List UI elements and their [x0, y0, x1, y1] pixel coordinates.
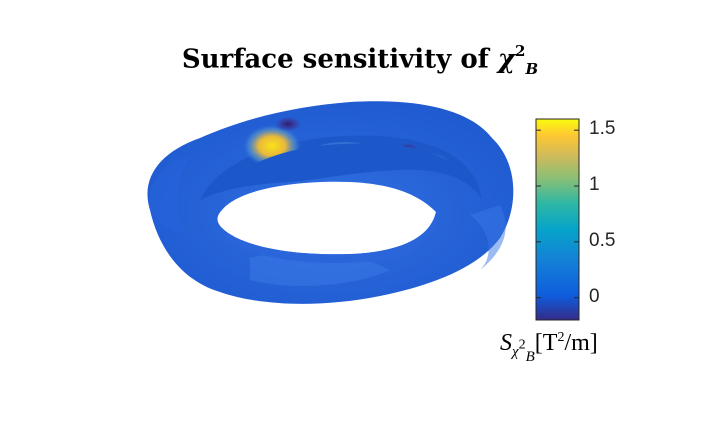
colorbar-tick-label: 1	[589, 174, 600, 195]
sensitivity-low-spot	[274, 116, 302, 132]
colorbar-label-unit-rest: /m]	[564, 330, 598, 356]
colorbar-tick-label: 1.5	[589, 118, 616, 140]
colorbar-label: Sχ2B[T2/m]	[500, 330, 598, 366]
chart-title-prefix: Surface sensitivity of	[181, 44, 498, 75]
colorbar-label-symbol: S	[500, 330, 512, 356]
colorbar-label-unit-sup: 2	[557, 330, 565, 345]
torus-inner-rim	[222, 212, 437, 263]
colorbar	[535, 118, 580, 321]
chart-title-symbol: χ	[497, 44, 516, 75]
colorbar-label-subscript: χ	[512, 343, 519, 360]
colorbar-tick-label: 0	[589, 285, 600, 307]
torus-hole	[217, 181, 436, 255]
colorbar-label-subscript-sup: 2	[518, 337, 526, 353]
chart-title-subscript: B	[525, 59, 539, 78]
torus-bulge-left	[149, 156, 190, 234]
torus-bulge-right	[470, 205, 506, 270]
chart-title-superscript: 2	[515, 42, 526, 60]
colorbar-label-unit: [T	[534, 330, 558, 356]
colorbar-tick-label: 0.5	[589, 229, 616, 251]
chart-title: Surface sensitivity of χ2B	[150, 42, 570, 78]
colorbar-label-subscript-sub: B	[525, 348, 535, 365]
colorbar-ticks	[536, 129, 579, 299]
